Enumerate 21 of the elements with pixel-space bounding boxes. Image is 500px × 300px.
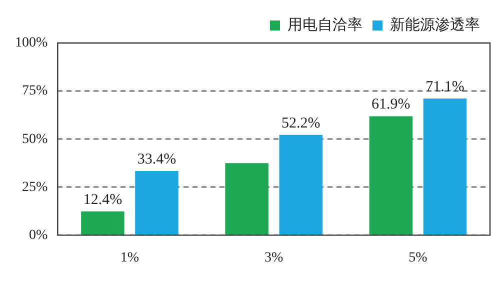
data-label: 52.2%: [281, 115, 320, 132]
y-tick-label: 0%: [28, 228, 48, 243]
x-tick-label: 3%: [264, 250, 284, 266]
bar: [225, 163, 268, 235]
legend-label: 新能源渗透率: [390, 16, 480, 34]
y-tick-label: 75%: [22, 84, 48, 99]
data-label: 33.4%: [137, 151, 176, 168]
y-tick-label: 25%: [22, 180, 48, 195]
data-label: 61.9%: [372, 96, 410, 113]
bar: [81, 211, 124, 235]
y-tick-label: 100%: [14, 36, 48, 51]
legend-label: 用电自洽率: [288, 16, 362, 34]
bar: [279, 134, 322, 235]
bar: [369, 116, 413, 235]
x-tick-label: 5%: [408, 250, 428, 266]
y-tick-label: 50%: [22, 132, 48, 147]
x-tick-label: 1%: [120, 250, 140, 266]
data-label: 71.1%: [426, 78, 464, 95]
bar: [135, 171, 178, 235]
bar: [423, 98, 467, 235]
data-label: 12.4%: [83, 192, 122, 208]
